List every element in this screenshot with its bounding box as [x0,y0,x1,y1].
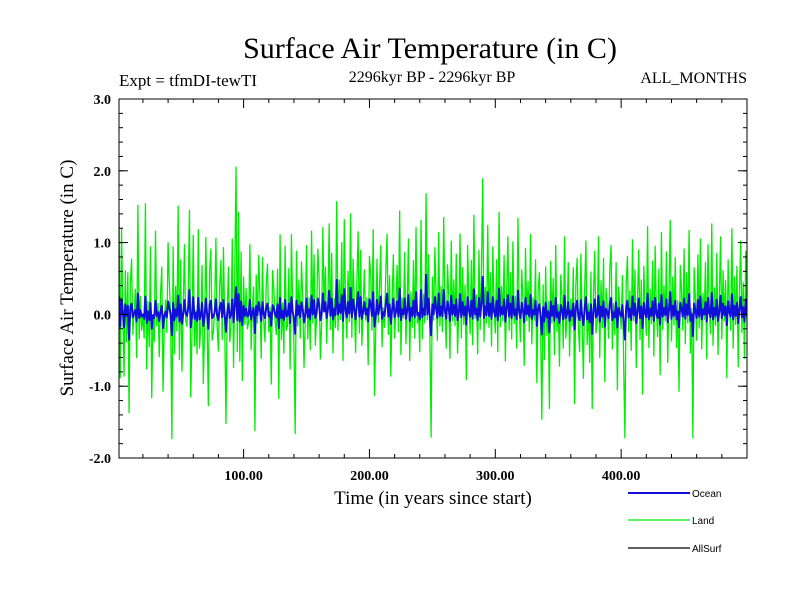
y-tick-label: -1.0 [89,380,111,395]
y-tick-label: 2.0 [94,165,112,180]
x-tick-label: 200.00 [350,469,389,484]
legend-label-allsurf: AllSurf [692,544,722,555]
y-tick-label: 3.0 [94,93,112,108]
chart-title: Surface Air Temperature (in C) [243,32,617,65]
x-tick-label: 400.00 [602,469,641,484]
series-line-ocean [119,273,747,341]
y-tick-label: 0.0 [94,308,112,323]
y-axis-label: Surface Air Temperature (in C) [57,160,78,397]
legend: Ocean Land AllSurf [628,489,722,555]
legend-label-land: Land [692,516,714,527]
plot-frame [118,98,748,459]
x-axis-label: Time (in years since start) [334,488,532,509]
series-layer [119,166,747,440]
experiment-label: Expt = tfmDI-tewTI [119,71,257,90]
months-label: ALL_MONTHS [640,70,747,87]
x-tick-label: 100.00 [224,469,263,484]
date-range-label: 2296kyr BP - 2296kyr BP [349,69,516,86]
axis-ticks: -2.0 -1.0 0.0 1.0 2.0 3.0 100.00 200.00 300.00 40… [89,93,747,484]
y-tick-label: -2.0 [89,452,111,467]
y-tick-label: 1.0 [94,237,112,252]
legend-label-ocean: Ocean [692,489,721,500]
x-tick-label: 300.00 [476,469,515,484]
